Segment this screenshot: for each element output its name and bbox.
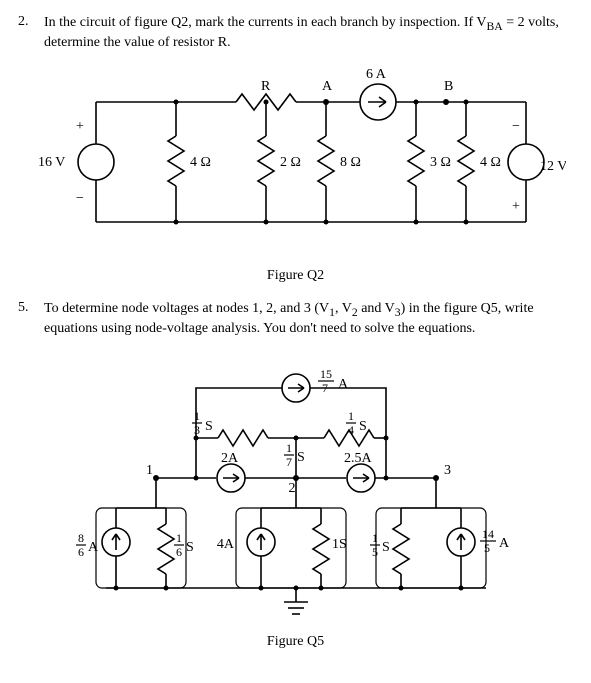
g14d: 4	[348, 423, 354, 437]
i86A: A	[88, 540, 99, 555]
problem-text-5: To determine node voltages at nodes 1, 2…	[44, 300, 573, 338]
q2-sub: BA	[487, 20, 503, 33]
g14n: 1	[348, 409, 354, 423]
lbl-2a: 2A	[221, 451, 239, 466]
circuit-q2: R A B 6 A 4 Ω 2 Ω 8 Ω 3 Ω 4 Ω 16 V 12 V …	[26, 62, 566, 262]
q2-text-a: In the circuit of figure Q2, mark the cu…	[44, 15, 487, 30]
problem-text: In the circuit of figure Q2, mark the cu…	[44, 14, 573, 52]
label-2-res: 2 Ω	[280, 155, 301, 170]
unit-a-top: A	[338, 377, 349, 392]
label-8-res: 8 Ω	[340, 155, 361, 170]
g17d: 7	[286, 455, 292, 469]
g16n: 1	[176, 531, 182, 545]
label-3-res: 3 Ω	[430, 155, 451, 170]
lbl-1s: 1S	[332, 537, 347, 552]
label-4b-res: 4 Ω	[480, 155, 501, 170]
i86d: 6	[78, 545, 84, 559]
problem-q5: 5. To determine node voltages at nodes 1…	[18, 300, 573, 338]
rpol-p: +	[512, 199, 520, 214]
q5-b: , V	[335, 301, 352, 316]
label-r: R	[261, 79, 271, 94]
figure-q5: 15 7 A 1 3 S 1 7 S 1 4 S 2A 2.5A 1 2 3	[18, 348, 573, 650]
lpol-m: −	[76, 191, 84, 206]
g16s: S	[186, 540, 194, 555]
label-4a-res: 4 Ω	[190, 155, 211, 170]
i145d: 5	[484, 541, 490, 555]
lbl-25a: 2.5A	[344, 451, 373, 466]
problem-q2: 2. In the circuit of figure Q2, mark the…	[18, 14, 573, 52]
label-6a: 6 A	[366, 67, 387, 82]
node3: 3	[444, 463, 451, 478]
g17s: S	[297, 450, 305, 465]
label-a: A	[322, 79, 333, 94]
g16d: 6	[176, 545, 182, 559]
figure-q2-caption: Figure Q2	[18, 268, 573, 284]
problem-number: 2.	[18, 14, 44, 52]
frac-15: 15	[320, 367, 332, 381]
g15n: 1	[372, 531, 378, 545]
g13n: 1	[194, 409, 200, 423]
i86n: 8	[78, 531, 84, 545]
problem-number-5: 5.	[18, 300, 44, 338]
q5-a: To determine node voltages at nodes 1, 2…	[44, 301, 329, 316]
label-12v: 12 V	[540, 159, 566, 174]
frac-7: 7	[322, 381, 328, 395]
node2: 2	[288, 481, 295, 496]
g15s: S	[382, 540, 390, 555]
lbl-4a: 4A	[216, 537, 234, 552]
label-b: B	[444, 79, 453, 94]
figure-q2: R A B 6 A 4 Ω 2 Ω 8 Ω 3 Ω 4 Ω 16 V 12 V …	[18, 62, 573, 284]
circuit-q5: 15 7 A 1 3 S 1 7 S 1 4 S 2A 2.5A 1 2 3	[66, 348, 526, 628]
i145A: A	[499, 536, 510, 551]
i145n: 14	[482, 527, 494, 541]
g14s: S	[359, 419, 367, 434]
q5-c: and V	[358, 301, 395, 316]
g17n: 1	[286, 441, 292, 455]
g13d: 3	[194, 423, 200, 437]
figure-q5-caption: Figure Q5	[18, 634, 573, 650]
g13s: S	[205, 419, 213, 434]
rpol-m: −	[512, 119, 520, 134]
g15d: 5	[372, 545, 378, 559]
lpol-p: +	[76, 119, 84, 134]
label-16v: 16 V	[38, 155, 65, 170]
node1: 1	[146, 463, 153, 478]
